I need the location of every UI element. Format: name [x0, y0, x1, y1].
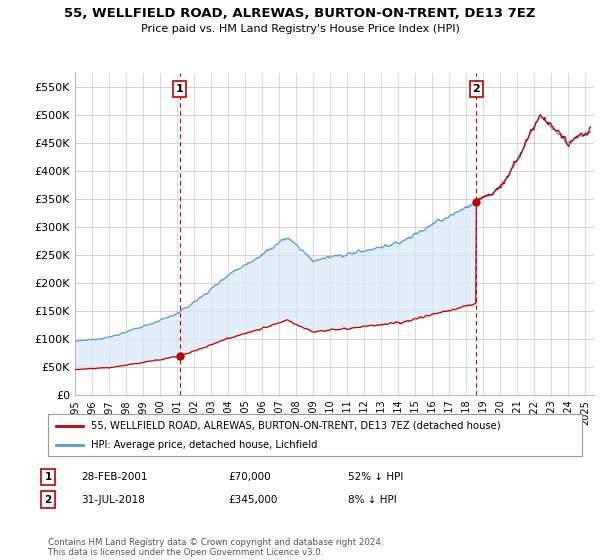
Text: HPI: Average price, detached house, Lichfield: HPI: Average price, detached house, Lich… — [91, 440, 317, 450]
Text: 2: 2 — [44, 494, 52, 505]
Text: £345,000: £345,000 — [228, 494, 277, 505]
Text: 2: 2 — [472, 84, 480, 94]
Text: 52% ↓ HPI: 52% ↓ HPI — [348, 472, 403, 482]
Text: Price paid vs. HM Land Registry's House Price Index (HPI): Price paid vs. HM Land Registry's House … — [140, 24, 460, 34]
Text: £70,000: £70,000 — [228, 472, 271, 482]
Text: 31-JUL-2018: 31-JUL-2018 — [81, 494, 145, 505]
Text: 55, WELLFIELD ROAD, ALREWAS, BURTON-ON-TRENT, DE13 7EZ: 55, WELLFIELD ROAD, ALREWAS, BURTON-ON-T… — [64, 7, 536, 20]
Text: 1: 1 — [44, 472, 52, 482]
Text: 8% ↓ HPI: 8% ↓ HPI — [348, 494, 397, 505]
Text: 28-FEB-2001: 28-FEB-2001 — [81, 472, 148, 482]
Text: 55, WELLFIELD ROAD, ALREWAS, BURTON-ON-TRENT, DE13 7EZ (detached house): 55, WELLFIELD ROAD, ALREWAS, BURTON-ON-T… — [91, 421, 500, 431]
Text: 1: 1 — [176, 84, 184, 94]
Text: Contains HM Land Registry data © Crown copyright and database right 2024.
This d: Contains HM Land Registry data © Crown c… — [48, 538, 383, 557]
